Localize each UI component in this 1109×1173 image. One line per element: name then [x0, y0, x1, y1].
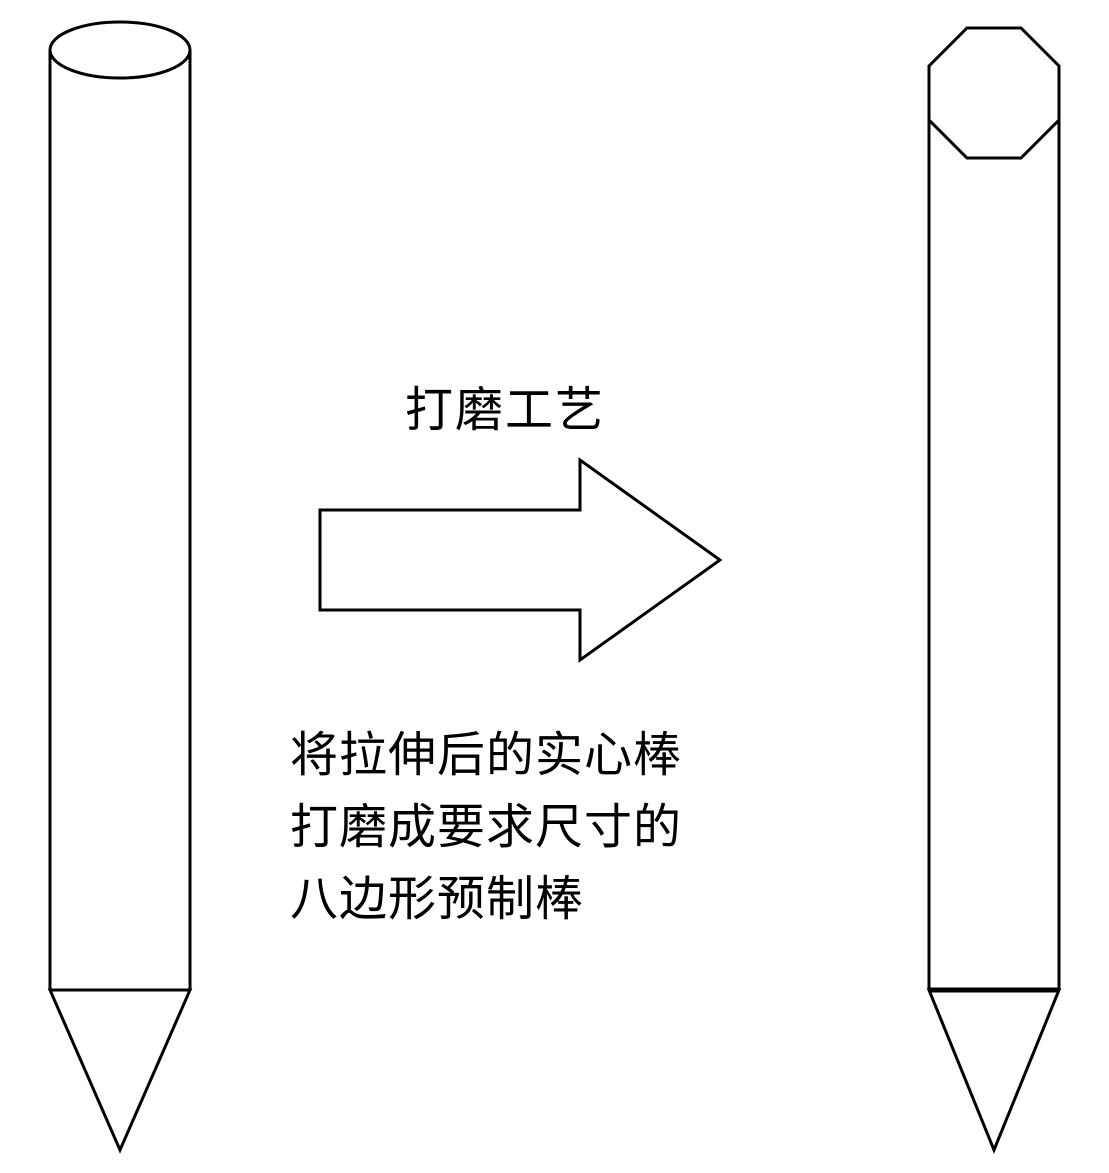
desc-line-3: 八边形预制棒: [290, 864, 682, 936]
diagram-container: 打磨工艺 将拉伸后的实心棒 打磨成要求尺寸的 八边形预制棒: [0, 0, 1109, 1173]
desc-line-2: 打磨成要求尺寸的: [290, 792, 682, 864]
block-arrow-right-icon: [320, 460, 720, 660]
octagonal-rod: [919, 20, 1069, 1165]
desc-line-1: 将拉伸后的实心棒: [290, 720, 682, 792]
cylinder-top-ellipse: [50, 22, 190, 78]
octagon-cone-tip: [929, 990, 1059, 1150]
process-label: 打磨工艺: [405, 370, 605, 440]
cylinder-svg: [40, 20, 200, 1160]
process-description: 将拉伸后的实心棒 打磨成要求尺寸的 八边形预制棒: [290, 720, 682, 936]
cylindrical-rod: [40, 20, 200, 1165]
octagon-rod-svg: [919, 20, 1069, 1160]
process-arrow: [310, 450, 730, 675]
octagon-top: [929, 28, 1059, 158]
arrow-svg: [310, 450, 730, 670]
cylinder-cone-tip: [50, 990, 190, 1150]
